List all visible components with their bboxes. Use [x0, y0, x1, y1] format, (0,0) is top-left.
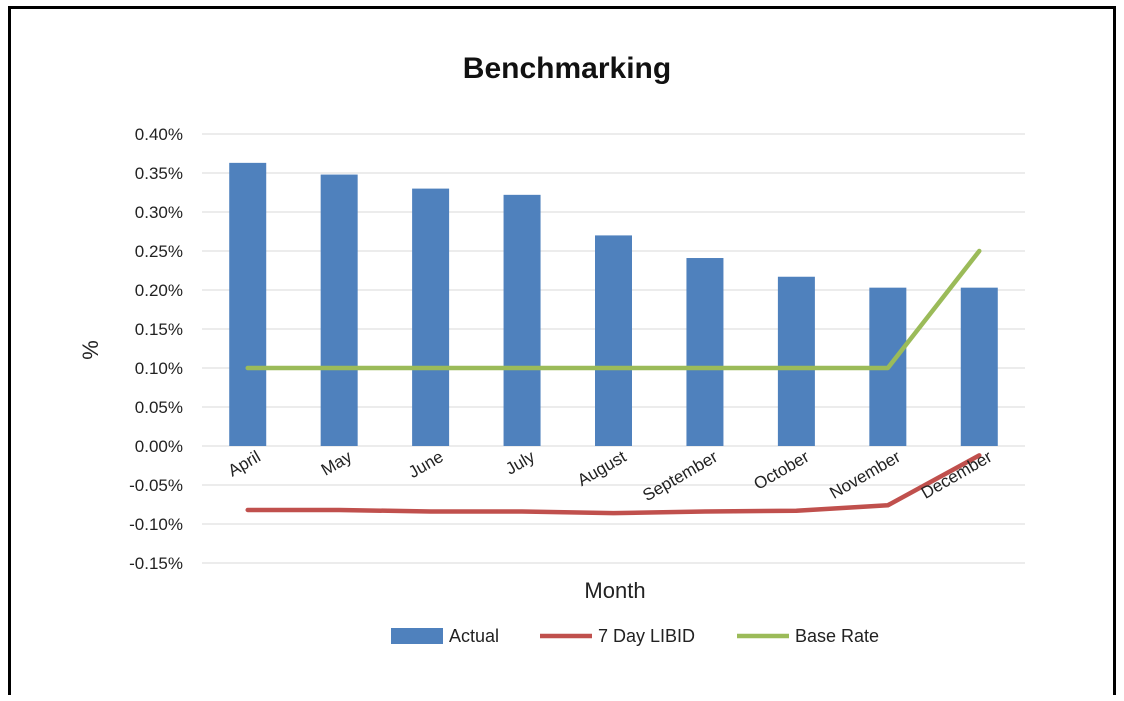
- x-tick-label: August: [574, 447, 630, 490]
- y-tick-label: 0.40%: [135, 125, 183, 144]
- y-tick-label: 0.00%: [135, 437, 183, 456]
- y-axis-label: %: [78, 340, 103, 360]
- base-rate-line: [245, 248, 982, 371]
- x-tick-label: July: [502, 447, 538, 479]
- x-tick-label: December: [918, 447, 996, 503]
- bar-september: [686, 258, 724, 446]
- legend-swatch-actual: [391, 628, 443, 644]
- legend: Actual 7 Day LIBID Base Rate: [391, 626, 879, 646]
- bar-december: [960, 287, 998, 446]
- bar-july: [503, 194, 541, 446]
- y-axis-ticks: 0.40% 0.35% 0.30% 0.25% 0.20% 0.15% 0.10% 0.05%…: [129, 125, 183, 573]
- legend-label-7-day-libid: 7 Day LIBID: [598, 626, 695, 646]
- bar-april: [229, 162, 267, 447]
- x-tick-label: October: [751, 447, 813, 494]
- bar-may: [320, 174, 358, 446]
- legend-label-actual: Actual: [449, 626, 499, 646]
- y-tick-label: 0.15%: [135, 320, 183, 339]
- y-tick-label: 0.05%: [135, 398, 183, 417]
- x-tick-label: April: [225, 447, 264, 480]
- y-tick-label: -0.15%: [129, 554, 183, 573]
- legend-label-base-rate: Base Rate: [795, 626, 879, 646]
- actual-bars: [229, 162, 998, 447]
- y-tick-label: 0.35%: [135, 164, 183, 183]
- bar-june: [412, 188, 450, 446]
- y-tick-label: 0.10%: [135, 359, 183, 378]
- x-tick-label: May: [318, 447, 356, 480]
- x-tick-label: September: [639, 447, 721, 505]
- chart-title: Benchmarking: [463, 52, 671, 85]
- y-tick-label: 0.30%: [135, 203, 183, 222]
- x-axis-label: Month: [584, 578, 645, 603]
- chart-frame: [8, 6, 1116, 695]
- x-tick-label: November: [826, 447, 904, 503]
- y-tick-label: -0.10%: [129, 515, 183, 534]
- x-axis-ticks: April May June July August September October No…: [225, 447, 996, 505]
- y-tick-label: 0.20%: [135, 281, 183, 300]
- line-series: [245, 248, 982, 516]
- x-tick-label: June: [405, 447, 446, 482]
- y-tick-label: -0.05%: [129, 476, 183, 495]
- 7-day-libid-line: [245, 453, 982, 516]
- y-tick-label: 0.25%: [135, 242, 183, 261]
- bar-october: [777, 276, 815, 446]
- bar-august: [595, 235, 632, 446]
